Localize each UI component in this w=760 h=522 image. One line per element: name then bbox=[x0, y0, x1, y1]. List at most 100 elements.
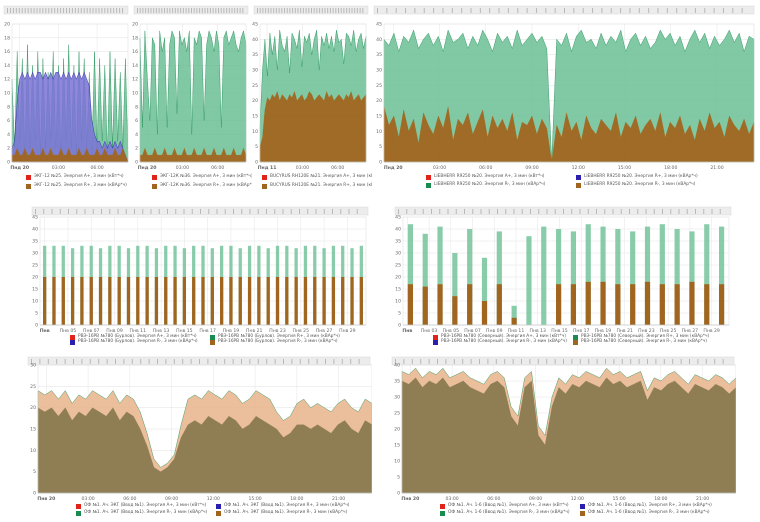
legend-item[interactable]: ОФ №1. Ач. ЭКГ (Ввод №1). Энергия R-, 3 … bbox=[216, 510, 347, 516]
legend-item[interactable]: РВЭ-16РВ №780 (Бурлов). Энергия R-, 3 ми… bbox=[70, 339, 198, 345]
navigator-tick bbox=[231, 8, 233, 13]
bar-total bbox=[541, 226, 547, 325]
navigator-tick bbox=[592, 8, 594, 13]
legend-label: BUCYRUS RH120E №21. Энергия R+, 3 мин (к… bbox=[270, 183, 387, 188]
series-area-primary bbox=[139, 30, 247, 163]
legend-item[interactable]: РВЭ-16РВ №780 (Северный). Энергия R+, 3 … bbox=[573, 334, 709, 340]
navigator-tick bbox=[9, 8, 11, 13]
legend-label: ЭКГ-12К №36. Энергия А+, 3 мин (кВт*ч) bbox=[160, 174, 253, 179]
navigator-tick bbox=[36, 8, 38, 13]
navigator-tick bbox=[183, 209, 185, 214]
navigator-tick bbox=[18, 8, 20, 13]
navigator-tick bbox=[414, 209, 416, 214]
x-tick-label: Пнв 25 bbox=[660, 328, 677, 334]
navigator-tick bbox=[714, 359, 716, 364]
legend-item[interactable]: ОФ №1. Ач. 1-6 (Ввод №1). Энергия R+, 3 … bbox=[580, 503, 712, 509]
navigator-tick bbox=[398, 209, 399, 214]
x-tick-label: 12:00 bbox=[572, 165, 585, 171]
navigator-tick bbox=[653, 209, 655, 214]
navigator-tick bbox=[153, 8, 155, 13]
y-tick-label: 10 bbox=[376, 129, 382, 135]
navigator-tick bbox=[313, 8, 315, 13]
bar-base bbox=[126, 277, 131, 325]
legend-item[interactable]: LIEBHERR R9250 №20. Энергия R-, 3 мин (к… bbox=[426, 182, 545, 188]
bar-base bbox=[61, 277, 65, 325]
bar-base bbox=[173, 277, 177, 325]
navigator-tick bbox=[662, 209, 663, 214]
bar-base bbox=[238, 277, 242, 325]
navigator-tick bbox=[209, 8, 211, 13]
y-tick-label: 18 bbox=[4, 35, 10, 41]
legend-item[interactable]: LIEBHERR R9250 №20. Энергия R+, 3 мин (к… bbox=[576, 174, 698, 180]
bar-total bbox=[585, 224, 591, 325]
navigator-tick bbox=[107, 8, 109, 13]
legend-item[interactable]: РВЭ-16РВ №780 (Северный). Энергия R-, 3 … bbox=[573, 339, 707, 345]
x-tick-label: Пнд 20 bbox=[384, 165, 403, 171]
legend-item[interactable]: РВЭ-16РВ №780 (Северный). Энергия А+, 3 … bbox=[433, 334, 566, 340]
legend-item[interactable]: BUCYRUS RH120E №21. Энергия А+, 3 мин (к… bbox=[262, 174, 383, 180]
y-tick-label: 14 bbox=[4, 63, 10, 69]
legend-item[interactable]: ЭКГ-12 №25. Энергия R+, 3 мин (кВАр*ч) bbox=[26, 183, 127, 189]
bar-total bbox=[467, 229, 473, 325]
legend-item[interactable]: ЭКГ-12К №36. Энергия А+, 3 мин (кВт*ч) bbox=[152, 174, 253, 180]
legend-item[interactable]: LIEBHERR R9250 №20. Энергия А+, 3 мин (к… bbox=[426, 174, 544, 180]
legend-item[interactable]: ОФ №1. Ач. ЭКГ (Ввод №1). Энергия А+, 3 … bbox=[76, 503, 206, 509]
legend-item[interactable]: ЭКГ-12 №25. Энергия А+, 3 мин (кВт*ч) bbox=[26, 174, 124, 180]
legend-item[interactable]: ЭКГ-12К №36. Энергия R+, 3 мин (кВАр*ч) bbox=[152, 183, 256, 189]
navigator-tick bbox=[185, 8, 187, 13]
y-tick-label: 25 bbox=[395, 263, 401, 269]
x-tick-label: Пнв 11 bbox=[130, 328, 147, 334]
legend-item[interactable]: ОФ №1. Ач. ЭКГ (Ввод №1). Энергия R-, 3 … bbox=[76, 510, 207, 516]
bar-base bbox=[229, 277, 233, 325]
navigator-tick bbox=[341, 359, 343, 364]
legend-item[interactable]: РВЭ-16РВ №780 (Бурлов). Энергия R-, 3 ми… bbox=[210, 339, 338, 345]
navigator-tick bbox=[233, 209, 234, 214]
navigator-tick bbox=[323, 209, 325, 214]
legend-item[interactable]: ОФ №1. Ач. 1-6 (Ввод №1). Энергия R-, 3 … bbox=[440, 510, 570, 516]
navigator-tick bbox=[470, 359, 472, 364]
navigator-tick bbox=[59, 209, 61, 214]
navigator-tick bbox=[546, 209, 548, 214]
navigator-tick bbox=[39, 359, 41, 364]
navigator-tick bbox=[31, 359, 32, 364]
y-tick-label: 0 bbox=[35, 323, 38, 329]
bar-base bbox=[257, 277, 261, 325]
y-tick-label: 20 bbox=[4, 22, 10, 28]
navigator-tick bbox=[356, 209, 358, 214]
chart-svg-1: 0 2 4 6 8 10 12 14 16 18 20 Пнд 20 03:00 06:00 bbox=[3, 5, 129, 171]
navigator-tick bbox=[300, 8, 302, 13]
navigator-tick bbox=[42, 8, 44, 13]
legend-item[interactable]: РВЭ-16РВ №780 (Бурлов). Энергия А+, 3 ми… bbox=[70, 334, 197, 340]
navigator-tick bbox=[224, 359, 226, 364]
navigator-tick bbox=[215, 8, 217, 13]
legend-label: ОФ №1. Ач. 1-6 (Ввод №1). Энергия R-, 3 … bbox=[588, 510, 710, 515]
x-tick-label: Пнв 03 bbox=[421, 328, 438, 334]
legend-item[interactable]: РВЭ-16РВ №780 (Северный). Энергия R-, 3 … bbox=[433, 339, 567, 345]
navigator-tick bbox=[620, 209, 622, 214]
navigator-tick bbox=[538, 209, 540, 214]
y-tick-label: 12 bbox=[132, 77, 138, 83]
legend-item[interactable]: LIEBHERR R9250 №20. Энергия R-, 3 мин (к… bbox=[576, 182, 695, 188]
navigator-tick bbox=[74, 8, 76, 13]
legend-item[interactable]: ОФ №1. Ач. ЭКГ (Ввод №1). Энергия R+, 3 … bbox=[216, 503, 349, 509]
legend-swatch bbox=[26, 174, 31, 180]
navigator-tick bbox=[158, 209, 160, 214]
bar-base bbox=[145, 277, 149, 325]
legend-item[interactable]: ОФ №1. Ач. 1-6 (Ввод №1). Энергия R-, 3 … bbox=[580, 510, 710, 516]
navigator-tick bbox=[495, 359, 497, 364]
navigator-tick bbox=[89, 8, 91, 13]
navigator-tick bbox=[33, 8, 35, 13]
navigator-tick bbox=[232, 359, 234, 364]
navigator-tick bbox=[234, 8, 236, 13]
navigator-tick bbox=[489, 8, 491, 13]
navigator-tick bbox=[332, 209, 333, 214]
bar-base bbox=[285, 277, 289, 325]
y-tick-label: 20 bbox=[252, 98, 258, 104]
y-tick-label: 4 bbox=[135, 132, 138, 138]
navigator-tick bbox=[199, 359, 200, 364]
legend-item[interactable]: BUCYRUS RH120E №21. Энергия R+, 3 мин (к… bbox=[262, 183, 386, 189]
legend-item[interactable]: ОФ №1. Ач. 1-6 (Ввод №1). Энергия А+, 3 … bbox=[440, 503, 569, 509]
navigator-tick bbox=[95, 8, 97, 13]
y-tick-label: 10 bbox=[132, 91, 138, 97]
legend-item[interactable]: РВЭ-16РВ №780 (Бурлов). Энергия R+, 3 ми… bbox=[210, 334, 340, 340]
